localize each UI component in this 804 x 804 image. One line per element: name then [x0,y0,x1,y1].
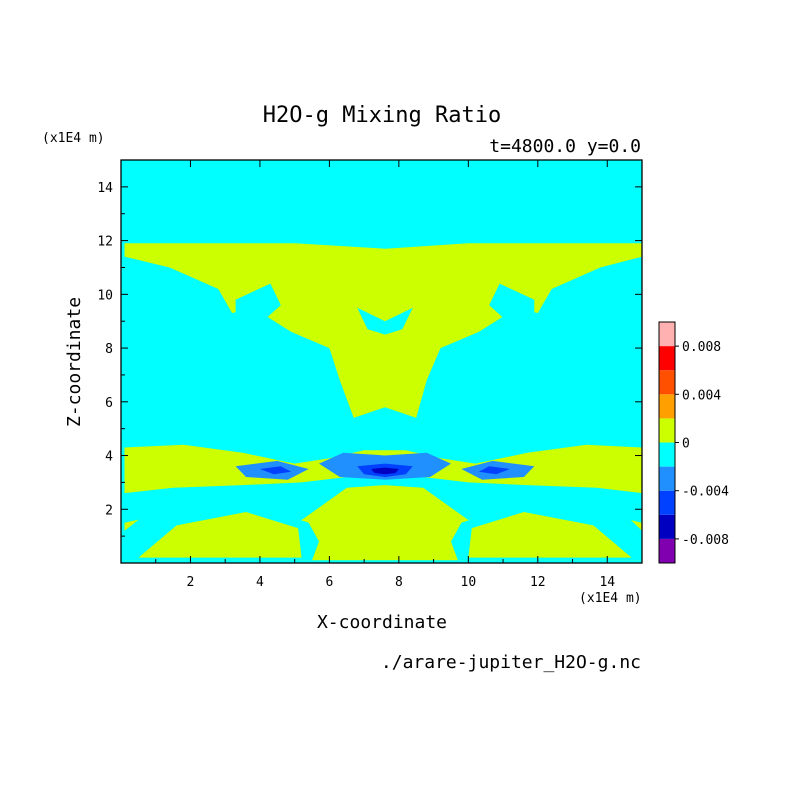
contour-region-2 [489,283,535,324]
x-axis-label: X-coordinate [317,612,447,633]
x-tick-label: 14 [599,575,615,590]
y-axis-label: Z-coordinate [64,297,85,427]
contour-region-3 [357,307,413,335]
contour-region-1 [235,283,281,324]
x-tick-label: 8 [395,575,403,590]
x-tick-label: 6 [325,575,333,590]
y-tick-label: 4 [105,450,113,465]
colorbar: 0.008 0.004 0 -0.004 -0.008 [658,321,729,564]
y-tick-label: 6 [105,396,113,411]
y-tick-label: 14 [97,181,113,196]
x-unit-label: (x1E4 m) [579,591,642,606]
colorbar-swatch-2 [659,490,675,515]
contour-region-13 [259,466,292,475]
y-unit-label: (x1E4 m) [42,131,105,146]
contour-region-16 [371,467,399,475]
colorbar-swatch-8 [659,346,675,371]
y-tick-label: 10 [97,288,113,303]
colorbar-swatch-5 [659,418,675,443]
colorbar-swatch-6 [659,394,675,419]
colorbar-label: -0.004 [682,485,729,500]
chart-title: H2O-g Mixing Ratio [263,103,501,128]
x-tick-label: 4 [256,575,264,590]
colorbar-swatch-0 [659,538,675,563]
x-tick-label: 12 [530,575,546,590]
contour-region-8 [138,512,302,558]
colorbar-swatch-7 [659,370,675,395]
y-tick-label: 12 [97,235,113,250]
y-tick-label: 8 [105,342,113,357]
x-axis-ticks: 2 4 6 8 10 12 14 [155,160,615,590]
chart-subtitle: t=4800.0 y=0.0 [489,136,641,157]
colorbar-swatch-4 [659,442,675,467]
x-tick-label: 10 [461,575,477,590]
x-tick-label: 2 [187,575,195,590]
colorbar-label: 0.008 [682,340,721,355]
colorbar-label: -0.008 [682,533,729,548]
colorbar-label: 0.004 [682,388,721,403]
plot-field [121,160,642,563]
colorbar-label: 0 [682,437,690,452]
file-path-label: ./arare-jupiter_H2O-g.nc [381,652,641,673]
colorbar-swatch-9 [659,322,675,347]
contour-region-9 [468,512,632,558]
contour-regions [124,243,642,561]
y-axis-ticks: 2 4 6 8 10 12 14 [97,181,642,537]
colorbar-swatch-3 [659,466,675,491]
plot-frame [120,159,643,564]
colorbar-swatch-1 [659,514,675,539]
contour-region-14 [478,466,510,475]
y-tick-label: 2 [105,503,113,518]
